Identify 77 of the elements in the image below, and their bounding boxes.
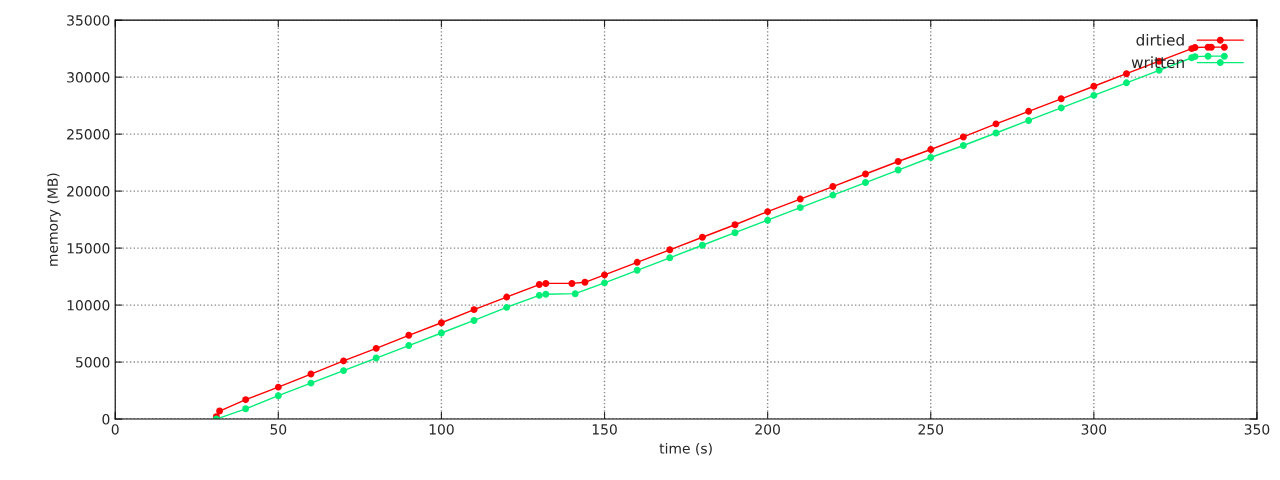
point (470, 316, 478, 324)
point (216, 407, 224, 415)
x-tick-label: 0 (111, 424, 119, 435)
point (698, 241, 706, 249)
point (437, 329, 445, 337)
point (274, 392, 282, 400)
point (1057, 95, 1065, 103)
y-tick-label: 5000 (76, 357, 110, 368)
point (666, 254, 674, 262)
point (437, 319, 445, 327)
point (568, 279, 576, 287)
point (601, 271, 608, 279)
y-tick-label: 10000 (67, 300, 110, 311)
point (1090, 82, 1098, 90)
point (894, 158, 902, 165)
point (1090, 91, 1098, 99)
point (340, 367, 348, 375)
x-tick-label: 350 (1244, 424, 1270, 435)
point (927, 146, 935, 153)
point (959, 133, 967, 141)
point (372, 354, 380, 362)
point (731, 221, 739, 229)
point (1057, 104, 1065, 112)
legend-label: dirtied (1136, 33, 1184, 46)
point (581, 278, 589, 286)
point (601, 279, 608, 287)
x-tick-label: 50 (270, 424, 287, 435)
x-tick-label: 100 (429, 424, 454, 435)
point (503, 293, 511, 301)
point (1123, 70, 1130, 78)
point (571, 290, 579, 298)
point (1025, 116, 1033, 124)
point (1123, 79, 1130, 87)
point (862, 170, 869, 178)
point (992, 120, 1000, 128)
point (535, 291, 543, 299)
point (698, 233, 706, 241)
point (1204, 52, 1212, 60)
y-tick-label: 30000 (67, 72, 110, 83)
point (666, 246, 674, 254)
point (796, 195, 804, 203)
point (242, 405, 250, 413)
point (405, 331, 413, 339)
point (633, 258, 641, 266)
point (633, 266, 641, 274)
y-tick-label: 35000 (67, 15, 110, 26)
point (764, 216, 772, 224)
y-axis-title: memory (MB) (47, 173, 61, 266)
point (862, 179, 869, 187)
point (829, 183, 837, 191)
point (1220, 52, 1228, 60)
point (927, 154, 935, 161)
point (542, 279, 550, 287)
point (405, 342, 413, 349)
y-tick-label: 0 (102, 414, 110, 425)
x-axis-title: time (s) (659, 442, 712, 456)
x-tick-label: 200 (755, 424, 780, 435)
point (274, 383, 282, 391)
point (470, 306, 478, 314)
y-tick-label: 15000 (67, 243, 110, 254)
point (764, 208, 772, 216)
y-tick-label: 25000 (67, 129, 110, 140)
point (372, 344, 380, 352)
x-tick-label: 250 (918, 424, 944, 435)
point (503, 303, 511, 311)
y-tick-label: 20000 (67, 186, 110, 197)
point (542, 290, 550, 298)
point (1025, 107, 1033, 115)
x-tick-label: 300 (1081, 424, 1107, 435)
point (731, 229, 739, 237)
point (796, 204, 804, 212)
point (535, 281, 543, 289)
point (959, 142, 967, 149)
point (340, 357, 348, 365)
point (242, 396, 250, 404)
x-tick-label: 150 (592, 424, 617, 435)
point (1220, 43, 1228, 51)
